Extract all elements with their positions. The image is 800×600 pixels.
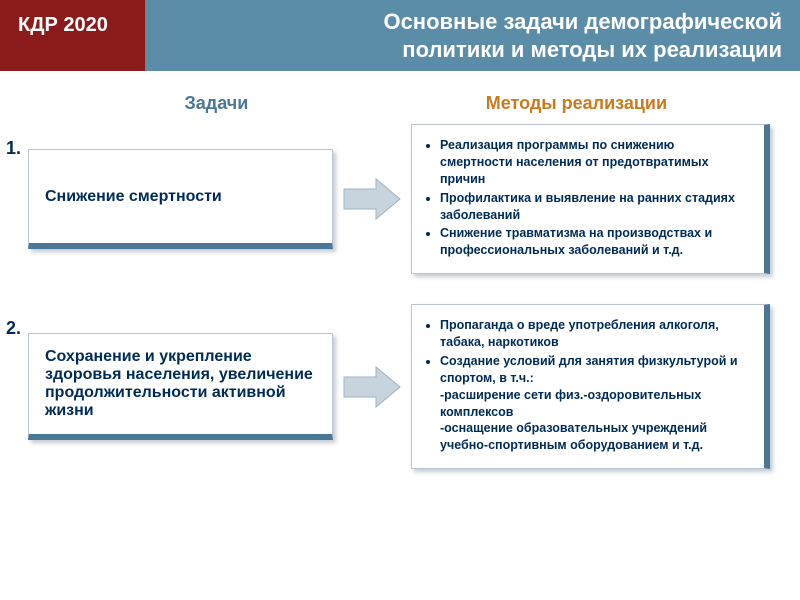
arrow-icon: [333, 365, 411, 409]
methods-box: Пропаганда о вреде употребления алкоголя…: [411, 304, 770, 469]
arrow-icon: [333, 177, 411, 221]
rows-container: 1. Снижение смертности Реализация программ…: [0, 124, 800, 469]
method-item: Создание условий для занятия физкультуро…: [440, 353, 750, 454]
content-row: 2. Сохранение и укрепление здоровья насел…: [0, 304, 800, 469]
methods-column-label: Методы реализации: [393, 93, 760, 114]
header-badge: КДР 2020: [0, 0, 145, 71]
task-text: Сохранение и укрепление здоровья населен…: [45, 348, 316, 420]
task-text: Снижение смертности: [45, 188, 222, 206]
row-number: 1.: [0, 138, 28, 159]
header: КДР 2020 Основные задачи демографической…: [0, 0, 800, 71]
method-item: Снижение травматизма на производствах и …: [440, 225, 750, 259]
task-box: Снижение смертности: [28, 149, 333, 249]
header-title: Основные задачи демографической политики…: [145, 0, 800, 71]
tasks-column-label: Задачи: [40, 93, 393, 114]
title-line-2: политики и методы их реализации: [402, 37, 782, 62]
content-row: 1. Снижение смертности Реализация программ…: [0, 124, 800, 274]
methods-box: Реализация программы по снижению смертно…: [411, 124, 770, 274]
method-item: Профилактика и выявление на ранних стади…: [440, 190, 750, 224]
row-number: 2.: [0, 318, 28, 339]
method-item: Реализация программы по снижению смертно…: [440, 137, 750, 188]
column-labels: Задачи Методы реализации: [0, 93, 800, 114]
method-item: Пропаганда о вреде употребления алкоголя…: [440, 317, 750, 351]
title-line-1: Основные задачи демографической: [383, 9, 782, 34]
task-box: Сохранение и укрепление здоровья населен…: [28, 333, 333, 440]
